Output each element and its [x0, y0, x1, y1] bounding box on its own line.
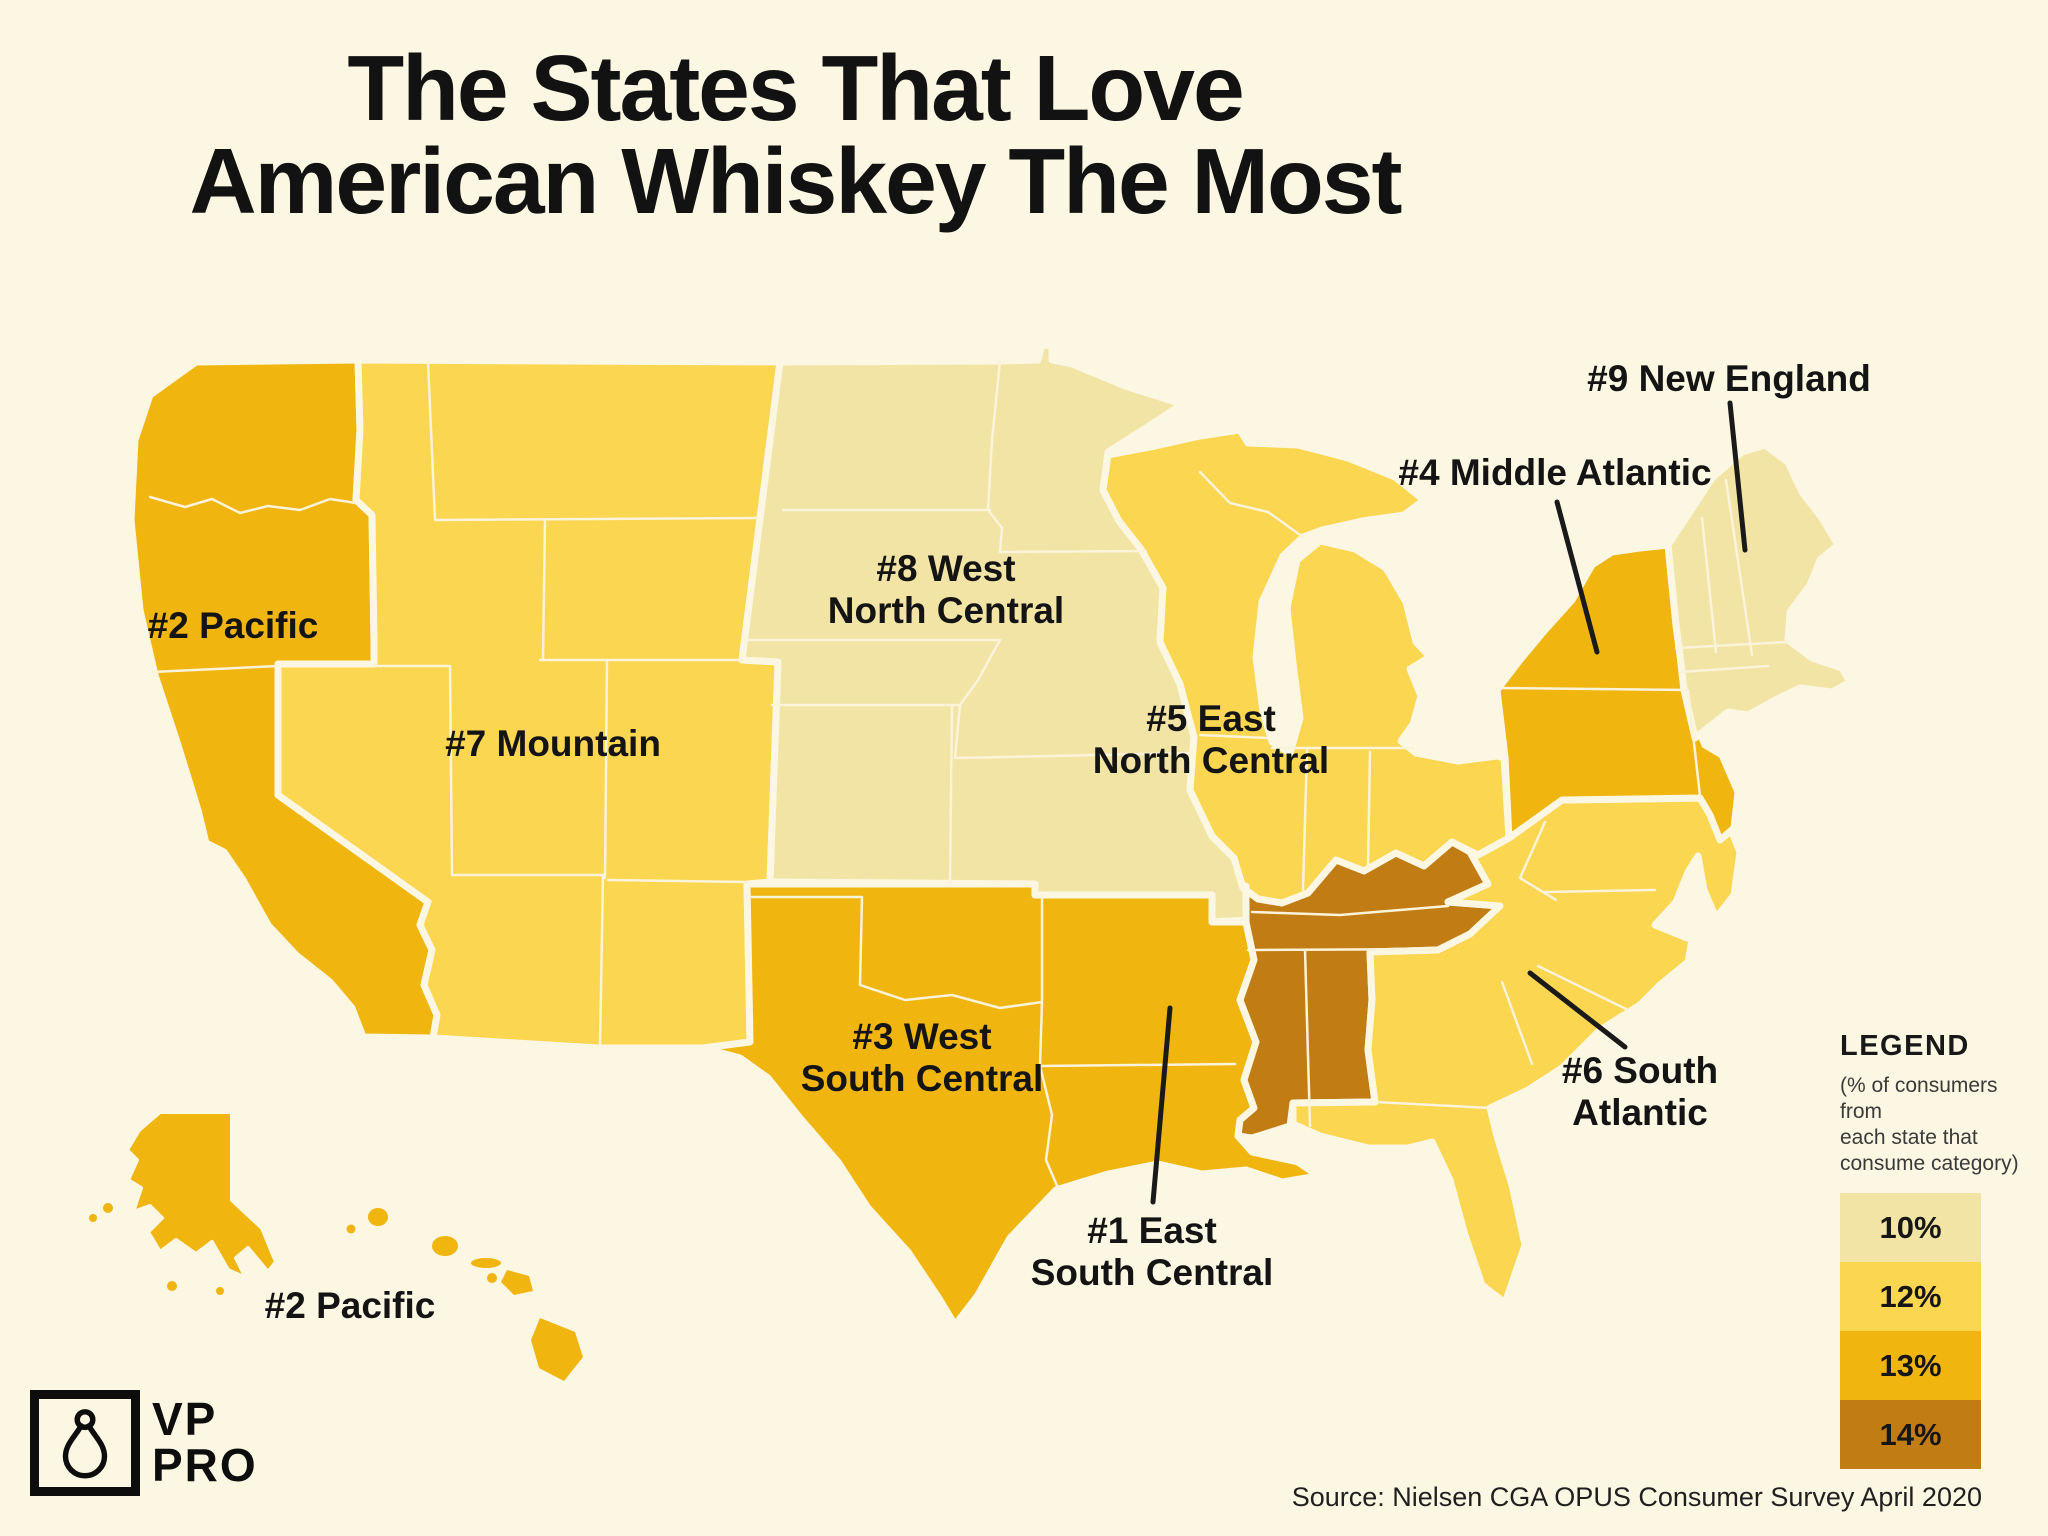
leader-south-atlantic	[1527, 970, 1628, 1050]
page-title: The States That Love American Whiskey Th…	[189, 36, 1403, 233]
label-pacific-hi: #2 Pacific	[264, 1285, 436, 1327]
legend-swatch-14: 14%	[1840, 1400, 1981, 1470]
region-east-north-central	[1099, 426, 1513, 907]
region-alaska	[125, 1110, 278, 1280]
region-hawaii	[346, 1208, 583, 1381]
label-east-north-central: #5 East North Central	[1092, 698, 1330, 781]
label-leader-lines	[1150, 400, 1748, 1205]
label-south-atlantic: #6 South Atlantic	[1561, 1050, 1719, 1133]
legend-swatch-13: 13%	[1840, 1331, 1981, 1401]
logo-box	[30, 1390, 140, 1496]
label-mountain: #7 Mountain	[445, 723, 661, 765]
region-south-atlantic	[1289, 794, 1744, 1307]
label-pacific-nw: #2 Pacific	[147, 605, 319, 647]
label-middle-atlantic: #4 Middle Atlantic	[1398, 452, 1712, 494]
leader-new-england	[1727, 400, 1748, 553]
legend-swatch-10: 10%	[1840, 1193, 1981, 1263]
legend: LEGEND (% of consumers from each state t…	[1840, 1030, 2020, 1470]
label-west-south-central: #3 West South Central	[800, 1016, 1044, 1099]
alaska-islands	[89, 1203, 224, 1295]
vp-pro-logo: VP PRO	[30, 1390, 258, 1496]
leader-middle-atlantic	[1554, 499, 1600, 655]
logo-wordmark: VP PRO	[152, 1393, 258, 1491]
legend-subtitle: (% of consumers from each state that con…	[1840, 1074, 2019, 1176]
state-border-lines	[148, 359, 1790, 1190]
legend-swatch-12: 12%	[1840, 1262, 1981, 1332]
label-new-england: #9 New England	[1587, 358, 1871, 400]
region-new-england	[1664, 441, 1854, 742]
title-line-1: The States That Love	[347, 36, 1244, 140]
leader-east-south-central	[1150, 1005, 1173, 1205]
label-east-south-central: #1 East South Central	[1030, 1210, 1274, 1293]
label-west-north-central: #8 West North Central	[827, 548, 1065, 631]
source-attribution: Source: Nielsen CGA OPUS Consumer Survey…	[1291, 1482, 1982, 1512]
title-line-2: American Whiskey The Most	[189, 129, 1403, 233]
still-drop-icon	[62, 1409, 108, 1479]
legend-swatches: 10% 12% 13% 14%	[1840, 1193, 1981, 1470]
legend-title: LEGEND	[1840, 1030, 1970, 1062]
